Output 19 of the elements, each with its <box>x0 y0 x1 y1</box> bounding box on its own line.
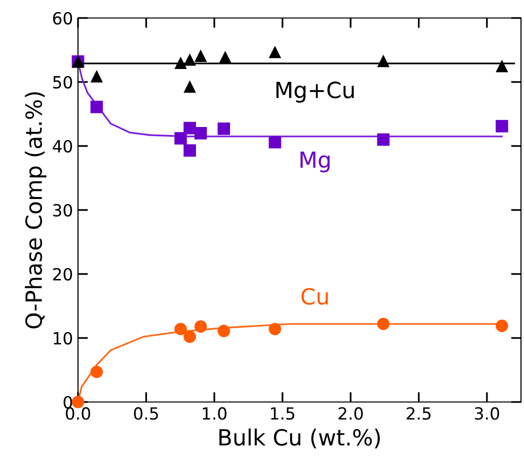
x-axis-title: Bulk Cu (wt.%) <box>219 428 380 448</box>
series-label: Mg+Cu <box>276 82 354 103</box>
y-tick-label: 40 <box>52 140 72 153</box>
series-label: Cu <box>301 288 328 305</box>
x-tick-label: 1.0 <box>202 407 226 420</box>
y-tick-label: 50 <box>53 76 72 89</box>
x-tick-label: 1.5 <box>271 407 294 420</box>
y-tick-label: 20 <box>53 268 72 281</box>
y-tick-label: 60 <box>53 12 72 25</box>
y-tick-label: 10 <box>54 332 72 345</box>
y-tick-label: 0 <box>64 396 72 409</box>
series-label: Mg <box>300 152 330 172</box>
y-tick-label: 30 <box>53 204 72 217</box>
x-tick-label: 2.5 <box>406 407 431 420</box>
x-tick-label: 3.0 <box>474 407 500 420</box>
x-tick-label: 0.5 <box>134 407 158 420</box>
y-axis-title: Q-Phase Comp (at.%) <box>24 92 46 328</box>
x-tick-label: 0.0 <box>66 407 90 420</box>
x-tick-label: 2.0 <box>338 407 363 420</box>
